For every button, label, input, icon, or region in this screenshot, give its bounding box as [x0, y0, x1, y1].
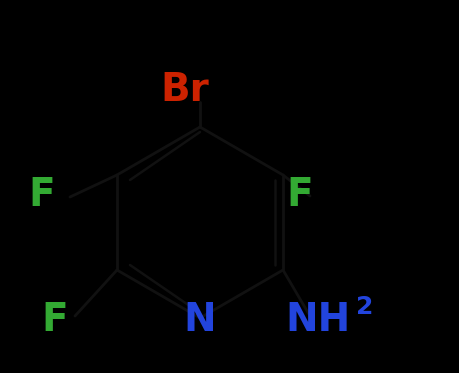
Text: F: F [28, 176, 55, 214]
Text: NH: NH [285, 301, 350, 339]
Text: F: F [42, 301, 68, 339]
Text: 2: 2 [356, 295, 373, 319]
Text: N: N [183, 301, 216, 339]
Text: F: F [286, 176, 313, 214]
Text: Br: Br [160, 71, 209, 109]
